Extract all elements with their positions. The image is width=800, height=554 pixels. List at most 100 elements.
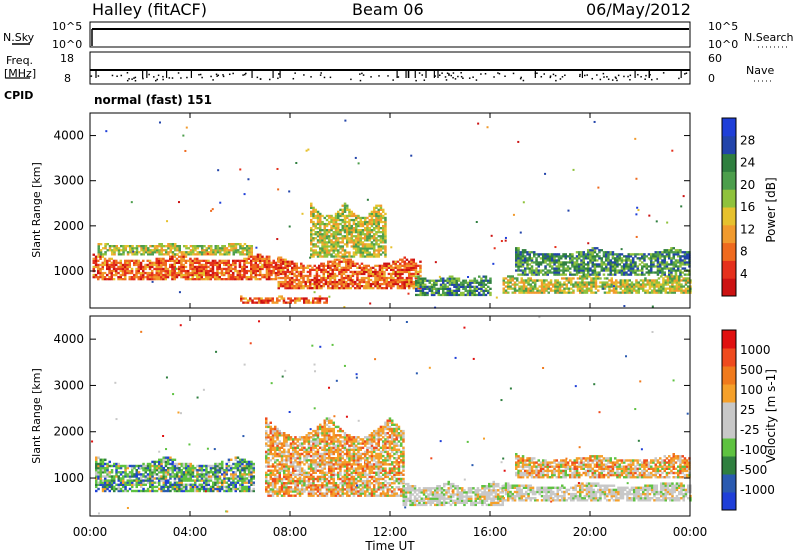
heatmap-cell xyxy=(582,267,585,270)
heatmap-cell xyxy=(296,299,299,302)
heatmap-cell xyxy=(319,229,322,232)
heatmap-cell xyxy=(539,269,543,272)
heatmap-cell xyxy=(670,267,673,270)
heatmap-cell xyxy=(312,229,315,232)
heatmap-cell xyxy=(106,263,109,267)
heatmap-cell xyxy=(331,276,334,280)
heatmap-cell xyxy=(97,487,100,491)
heatmap-cell xyxy=(637,291,640,294)
heatmap-cell xyxy=(337,214,340,218)
heatmap-cell xyxy=(376,282,379,286)
heatmap-cell xyxy=(314,237,317,240)
heatmap-cell xyxy=(274,276,278,279)
heatmap-cell xyxy=(149,489,152,493)
heatmap-cell xyxy=(140,483,143,486)
heatmap-cell xyxy=(194,245,197,248)
heatmap-cell xyxy=(334,220,338,224)
heatmap-cell xyxy=(457,279,461,282)
heatmap-cell xyxy=(151,475,154,478)
heatmap-cell xyxy=(644,291,647,294)
nave-point xyxy=(210,75,212,78)
heatmap-cell xyxy=(198,271,201,275)
heatmap-cell xyxy=(343,235,347,238)
nave-point xyxy=(423,79,426,81)
heatmap-cell xyxy=(377,247,380,250)
heatmap-cell xyxy=(306,270,310,274)
heatmap-cell xyxy=(131,489,134,493)
heatmap-cell xyxy=(267,436,270,439)
heatmap-cell xyxy=(661,259,664,262)
heatmap-cell xyxy=(194,489,197,493)
heatmap-cell xyxy=(264,299,268,302)
heatmap-cell xyxy=(274,263,278,267)
heatmap-cell xyxy=(95,475,98,478)
heatmap-cell xyxy=(462,281,465,284)
heatmap-cell xyxy=(378,285,382,288)
heatmap-cell xyxy=(370,214,374,218)
heatmap-cell xyxy=(218,259,221,262)
heatmap-cell xyxy=(357,220,360,224)
heatmap-cell xyxy=(149,475,152,478)
heatmap-cell xyxy=(408,272,411,276)
heatmap-cell xyxy=(599,277,602,280)
heatmap-cell xyxy=(350,239,353,242)
heatmap-cell xyxy=(333,278,337,282)
heatmap-cell xyxy=(144,263,147,267)
heatmap-cell xyxy=(110,263,113,267)
heatmap-cell xyxy=(650,255,653,258)
heatmap-cell xyxy=(662,289,665,292)
heatmap-cell xyxy=(153,469,156,472)
heatmap-cell xyxy=(661,267,664,270)
heatmap-cell xyxy=(328,241,331,244)
noise-cell xyxy=(407,292,410,295)
heatmap-cell xyxy=(162,253,166,256)
heatmap-cell xyxy=(572,289,575,292)
heatmap-cell xyxy=(291,276,294,280)
heatmap-cell xyxy=(272,265,275,269)
heatmap-cell xyxy=(151,471,154,474)
heatmap-cell xyxy=(176,245,179,248)
heatmap-cell xyxy=(146,278,149,281)
heatmap-cell xyxy=(267,484,270,487)
heatmap-cell xyxy=(563,291,566,294)
heatmap-cell xyxy=(265,450,268,454)
heatmap-cell xyxy=(633,289,636,292)
heatmap-cell xyxy=(370,255,374,258)
noise-cell xyxy=(174,267,177,270)
heatmap-cell xyxy=(153,273,156,277)
heatmap-cell xyxy=(171,245,175,248)
heatmap-cell xyxy=(569,255,572,258)
heatmap-cell xyxy=(321,249,324,252)
heatmap-cell xyxy=(535,253,538,256)
heatmap-cell xyxy=(223,469,226,472)
heatmap-cell xyxy=(267,469,270,472)
heatmap-cell xyxy=(414,276,418,280)
heatmap-cell xyxy=(399,287,402,290)
heatmap-cell xyxy=(180,267,183,271)
heatmap-cell xyxy=(573,265,576,268)
heatmap-cell xyxy=(312,224,315,228)
heatmap-cell xyxy=(381,272,384,276)
heatmap-cell xyxy=(345,285,348,288)
heatmap-cell xyxy=(561,289,564,292)
heatmap-cell xyxy=(552,283,555,286)
heatmap-cell xyxy=(671,289,674,292)
heatmap-cell xyxy=(265,261,269,264)
heatmap-cell xyxy=(442,293,445,297)
heatmap-cell xyxy=(225,247,229,250)
heatmap-cell xyxy=(616,263,619,266)
heatmap-cell xyxy=(265,425,268,429)
heatmap-cell xyxy=(165,253,168,256)
heatmap-cell xyxy=(267,299,270,302)
heatmap-cell xyxy=(243,458,246,461)
heatmap-cell xyxy=(180,253,184,256)
heatmap-cell xyxy=(196,245,199,248)
heatmap-cell xyxy=(207,247,211,250)
heatmap-cell xyxy=(267,486,270,489)
heatmap-cell xyxy=(616,253,619,256)
heatmap-cell xyxy=(519,259,522,262)
heatmap-cell xyxy=(171,471,174,474)
heatmap-cell xyxy=(167,243,170,246)
heatmap-cell xyxy=(265,263,269,267)
heatmap-cell xyxy=(245,469,249,472)
